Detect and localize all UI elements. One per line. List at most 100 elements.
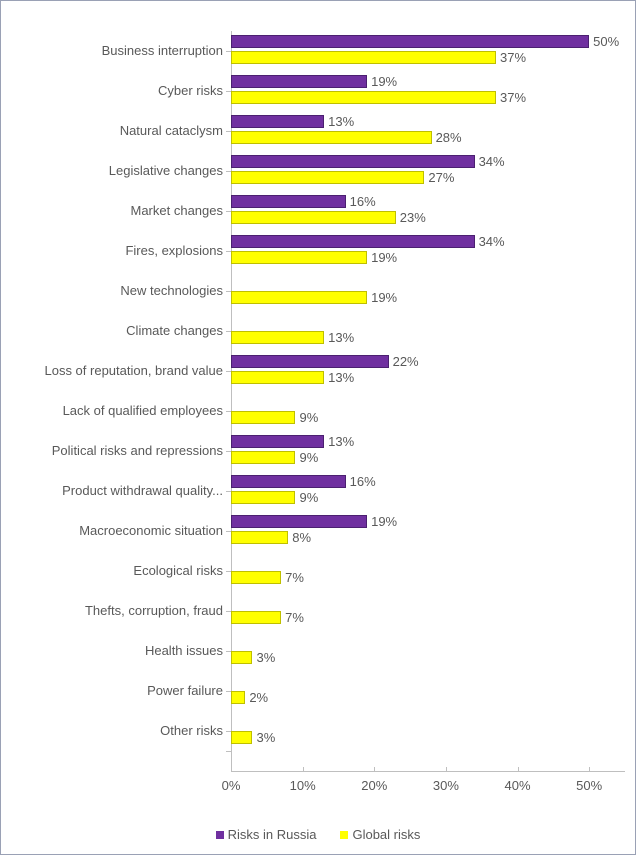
bar-global: [231, 91, 496, 104]
category-label: Power failure: [11, 683, 231, 699]
y-tick: [226, 411, 231, 412]
y-tick: [226, 171, 231, 172]
bar-value-label: 19%: [371, 515, 397, 528]
y-tick: [226, 291, 231, 292]
y-tick: [226, 691, 231, 692]
x-tick-label: 10%: [283, 778, 323, 793]
bars-area: 7%: [231, 591, 625, 631]
category-label: Fires, explosions: [11, 243, 231, 259]
category-row: Legislative changes34%27%: [11, 151, 625, 191]
bar-global: [231, 291, 367, 304]
bar-russia: [231, 235, 475, 248]
y-tick: [226, 251, 231, 252]
category-row: Business interruption50%37%: [11, 31, 625, 71]
category-label: Other risks: [11, 723, 231, 739]
category-label: Market changes: [11, 203, 231, 219]
bar-global: [231, 371, 324, 384]
bars-area: 22%13%: [231, 351, 625, 391]
bars-area: 16% 23%: [231, 191, 625, 231]
x-tick-label: 40%: [498, 778, 538, 793]
bars-area: 19%: [231, 271, 625, 311]
category-row: Thefts, corruption, fraud7%: [11, 591, 625, 631]
x-tick: 10%: [283, 772, 323, 793]
y-tick: [226, 751, 231, 752]
bar-value-label: 9%: [299, 411, 318, 424]
bar-global: [231, 451, 295, 464]
category-row: Political risks and repressions13%9%: [11, 431, 625, 471]
bars-host: Business interruption50%37%Cyber risks19…: [11, 31, 625, 751]
bars-area: 7%: [231, 551, 625, 591]
bar-value-label: 27%: [428, 171, 454, 184]
category-row: Health issues3%: [11, 631, 625, 671]
category-row: Other risks3%: [11, 711, 625, 751]
bar-global: [231, 411, 295, 424]
category-label: New technologies: [11, 283, 231, 299]
y-tick: [226, 491, 231, 492]
x-tick: 30%: [426, 772, 466, 793]
x-tick: 0%: [211, 772, 251, 793]
bars-area: 50%37%: [231, 31, 625, 71]
bar-value-label: 9%: [299, 451, 318, 464]
category-row: Loss of reputation, brand value22%13%: [11, 351, 625, 391]
bar-value-label: 19%: [371, 291, 397, 304]
x-tick: 20%: [354, 772, 394, 793]
x-tick-label: 30%: [426, 778, 466, 793]
category-label: Health issues: [11, 643, 231, 659]
plot-area: Business interruption50%37%Cyber risks19…: [11, 31, 625, 771]
bar-russia: [231, 35, 589, 48]
bar-value-label: 16%: [350, 195, 376, 208]
bar-global: [231, 731, 252, 744]
bars-area: 2%: [231, 671, 625, 711]
category-label: Business interruption: [11, 43, 231, 59]
legend-item-global: Global risks: [340, 827, 420, 842]
bar-value-label: 23%: [400, 211, 426, 224]
bar-russia: [231, 475, 346, 488]
bars-area: 19% 8%: [231, 511, 625, 551]
category-row: Ecological risks 7%: [11, 551, 625, 591]
category-row: Lack of qualified employees9%: [11, 391, 625, 431]
bar-russia: [231, 115, 324, 128]
bars-area: 34%19%: [231, 231, 625, 271]
bar-value-label: 16%: [350, 475, 376, 488]
x-tick-label: 50%: [569, 778, 609, 793]
y-tick: [226, 51, 231, 52]
bars-area: 3%: [231, 631, 625, 671]
category-label: Natural cataclysm: [11, 123, 231, 139]
y-tick: [226, 131, 231, 132]
y-tick: [226, 611, 231, 612]
bar-global: [231, 651, 252, 664]
bar-value-label: 37%: [500, 51, 526, 64]
bar-value-label: 34%: [479, 235, 505, 248]
bar-value-label: 19%: [371, 75, 397, 88]
bar-value-label: 7%: [285, 571, 304, 584]
bar-russia: [231, 75, 367, 88]
y-tick: [226, 731, 231, 732]
bar-global: [231, 131, 432, 144]
y-tick: [226, 651, 231, 652]
category-label: Loss of reputation, brand value: [11, 363, 231, 379]
y-tick: [226, 331, 231, 332]
category-label: Political risks and repressions: [11, 443, 231, 459]
category-label: Ecological risks: [11, 563, 231, 579]
bar-value-label: 8%: [292, 531, 311, 544]
bar-value-label: 2%: [249, 691, 268, 704]
legend: Risks in Russia Global risks: [11, 827, 625, 842]
category-label: Cyber risks: [11, 83, 231, 99]
bar-global: [231, 251, 367, 264]
x-tick: 50%: [569, 772, 609, 793]
y-tick: [226, 451, 231, 452]
bar-russia: [231, 195, 346, 208]
bar-global: [231, 691, 245, 704]
bar-russia: [231, 355, 389, 368]
bar-global: [231, 611, 281, 624]
bar-value-label: 9%: [299, 491, 318, 504]
bars-area: 13%9%: [231, 431, 625, 471]
bar-value-label: 7%: [285, 611, 304, 624]
bar-global: [231, 491, 295, 504]
category-label: Legislative changes: [11, 163, 231, 179]
bar-value-label: 37%: [500, 91, 526, 104]
category-label: Climate changes: [11, 323, 231, 339]
bars-area: 3%: [231, 711, 625, 751]
bar-global: [231, 531, 288, 544]
chart-container: Business interruption50%37%Cyber risks19…: [0, 0, 636, 855]
